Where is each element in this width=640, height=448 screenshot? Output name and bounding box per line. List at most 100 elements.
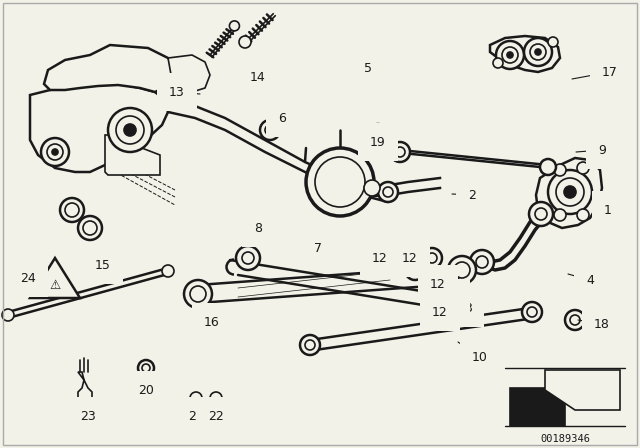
- Circle shape: [530, 44, 546, 60]
- Circle shape: [374, 128, 382, 136]
- Circle shape: [454, 262, 470, 278]
- Circle shape: [47, 144, 63, 160]
- Circle shape: [502, 47, 518, 63]
- Circle shape: [577, 209, 589, 221]
- Text: 6: 6: [278, 112, 286, 125]
- Circle shape: [300, 335, 320, 355]
- Circle shape: [210, 392, 222, 404]
- Polygon shape: [30, 84, 168, 172]
- Circle shape: [190, 286, 206, 302]
- Text: 10: 10: [472, 350, 488, 363]
- Circle shape: [378, 182, 398, 202]
- Text: 3: 3: [464, 302, 472, 314]
- Circle shape: [425, 277, 435, 287]
- Circle shape: [524, 38, 552, 66]
- Text: 18: 18: [594, 318, 610, 331]
- Circle shape: [565, 310, 585, 330]
- Circle shape: [305, 340, 315, 350]
- Circle shape: [78, 216, 102, 240]
- Circle shape: [124, 124, 136, 136]
- Circle shape: [108, 108, 152, 152]
- Text: 8: 8: [254, 221, 262, 234]
- Circle shape: [540, 159, 556, 175]
- Circle shape: [60, 198, 84, 222]
- Circle shape: [2, 309, 14, 321]
- Circle shape: [422, 248, 442, 268]
- Circle shape: [535, 49, 541, 55]
- Circle shape: [522, 302, 542, 322]
- Circle shape: [548, 37, 558, 47]
- Circle shape: [570, 315, 580, 325]
- Circle shape: [138, 360, 154, 376]
- Circle shape: [41, 138, 69, 166]
- Circle shape: [527, 307, 537, 317]
- Circle shape: [470, 250, 494, 274]
- Text: 12: 12: [432, 306, 448, 319]
- Text: 22: 22: [208, 409, 224, 422]
- Circle shape: [548, 170, 592, 214]
- Circle shape: [162, 265, 174, 277]
- Text: 24: 24: [20, 271, 36, 284]
- Circle shape: [260, 120, 280, 140]
- Circle shape: [383, 187, 393, 197]
- Circle shape: [364, 180, 380, 196]
- Polygon shape: [105, 135, 160, 175]
- Circle shape: [52, 149, 58, 155]
- Polygon shape: [30, 258, 80, 298]
- Circle shape: [410, 265, 420, 275]
- Circle shape: [306, 148, 374, 216]
- Text: 19: 19: [370, 135, 386, 148]
- Circle shape: [190, 392, 202, 404]
- Text: 7: 7: [314, 241, 322, 254]
- Circle shape: [405, 260, 425, 280]
- Circle shape: [239, 36, 251, 48]
- Text: 4: 4: [586, 273, 594, 287]
- Text: 11: 11: [442, 292, 458, 305]
- Text: 13: 13: [169, 86, 185, 99]
- Circle shape: [442, 279, 454, 291]
- Text: 23: 23: [80, 409, 96, 422]
- Circle shape: [370, 124, 386, 140]
- Circle shape: [116, 116, 144, 144]
- Polygon shape: [168, 55, 210, 92]
- Text: 20: 20: [138, 383, 154, 396]
- Circle shape: [395, 147, 405, 157]
- Circle shape: [83, 221, 97, 235]
- Circle shape: [577, 162, 589, 174]
- Text: 17: 17: [602, 65, 618, 78]
- Polygon shape: [78, 372, 92, 405]
- Text: 12: 12: [430, 277, 446, 290]
- Text: 9: 9: [598, 143, 606, 156]
- Circle shape: [556, 178, 584, 206]
- Polygon shape: [44, 45, 178, 92]
- Circle shape: [496, 41, 524, 69]
- Circle shape: [554, 209, 566, 221]
- Circle shape: [65, 203, 79, 217]
- Circle shape: [242, 252, 254, 264]
- Circle shape: [529, 202, 553, 226]
- Text: 15: 15: [95, 258, 111, 271]
- Polygon shape: [490, 36, 560, 72]
- Circle shape: [535, 208, 547, 220]
- Circle shape: [265, 125, 275, 135]
- Circle shape: [142, 364, 150, 372]
- Circle shape: [229, 21, 239, 31]
- Text: 2: 2: [468, 189, 476, 202]
- Text: 12: 12: [402, 251, 418, 264]
- Text: 16: 16: [204, 315, 220, 328]
- Polygon shape: [536, 158, 602, 228]
- Circle shape: [142, 391, 150, 399]
- Text: 1: 1: [604, 203, 612, 216]
- Circle shape: [390, 142, 410, 162]
- Text: 21: 21: [188, 409, 204, 422]
- Circle shape: [507, 52, 513, 58]
- Circle shape: [554, 164, 566, 176]
- Polygon shape: [545, 370, 620, 410]
- Polygon shape: [510, 388, 565, 426]
- Circle shape: [420, 272, 440, 292]
- Text: 12: 12: [372, 251, 388, 264]
- Text: 14: 14: [250, 70, 266, 83]
- Circle shape: [493, 58, 503, 68]
- Circle shape: [315, 157, 365, 207]
- Text: 5: 5: [364, 61, 372, 74]
